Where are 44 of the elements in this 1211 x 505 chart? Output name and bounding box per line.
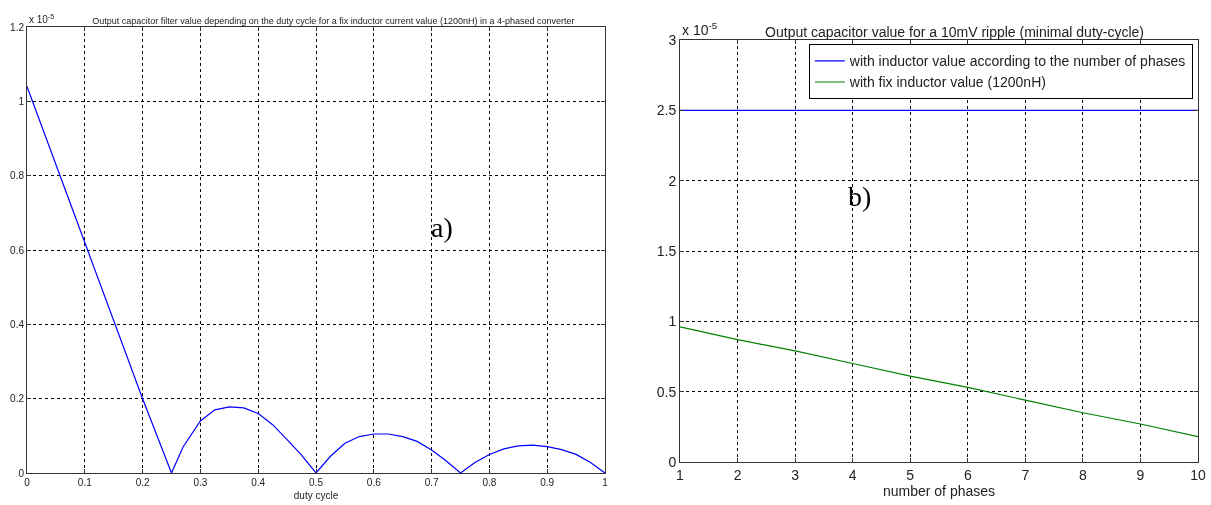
x-tick-label: 0.3	[193, 477, 208, 488]
y-tick-label: 2.5	[656, 102, 677, 119]
y-tick-label: 0.2	[10, 393, 25, 405]
x-tick-label: 0.7	[424, 477, 439, 488]
text: x 10$^{-5}$	[682, 20, 718, 38]
y-tick-label: 0	[668, 453, 677, 470]
y-tick-label: 3	[668, 31, 677, 48]
y-tick-label: 0.6	[10, 244, 25, 256]
chart-title: Output capacitor filter value depending on the duty cycle for a fix inductor current value (1200nH) in a 4-phased converter	[92, 16, 575, 26]
y-tick-label: 0.4	[10, 318, 25, 330]
line-series	[680, 326, 1198, 438]
legend-label: with fix inductor value (1200nH)	[848, 74, 1046, 91]
y-tick-label: 0.5	[656, 383, 677, 400]
x-tick-label: 0.6	[366, 477, 382, 488]
x-tick-label: 9	[1136, 466, 1145, 483]
line-series	[27, 85, 605, 473]
x-tick-label: 0.1	[77, 477, 93, 488]
y-tick-label: 1	[18, 95, 25, 107]
x-tick-label: 6	[963, 466, 972, 483]
x-tick-label: 4	[848, 466, 857, 483]
y-tick-label: 1.2	[10, 21, 25, 33]
annotation: b)	[848, 181, 872, 212]
text: x 10$^{-5}$	[29, 13, 55, 26]
x-tick-label: 7	[1021, 466, 1030, 483]
x-tick-label: 1	[602, 477, 609, 488]
y-tick-label: 1	[668, 313, 677, 330]
x-tick-label: 2	[733, 466, 742, 483]
x-tick-label: 10	[1190, 466, 1206, 483]
y-tick-label: 0.8	[10, 170, 25, 182]
y-tick-label: 2	[668, 172, 677, 189]
x-tick-label: 0.5	[309, 477, 324, 488]
x-tick-label: 0.8	[482, 477, 497, 488]
chart-title: Output capacitor value for a 10mV ripple (minimal duty-cycle)	[765, 24, 1145, 40]
annotation: a)	[431, 212, 453, 243]
x-axis-title: number of phases	[882, 483, 996, 500]
x-axis-title: duty cycle	[293, 489, 339, 501]
x-tick-label: 0.9	[540, 477, 555, 488]
legend-label: with inductor value according to the number of phases	[848, 53, 1186, 70]
x-tick-label: 5	[906, 466, 915, 483]
x-tick-label: 3	[791, 466, 800, 483]
y-tick-label: 1.5	[656, 242, 677, 259]
x-tick-label: 8	[1078, 466, 1087, 483]
x-tick-label: 0.2	[135, 477, 150, 488]
x-tick-label: 0.4	[251, 477, 266, 488]
